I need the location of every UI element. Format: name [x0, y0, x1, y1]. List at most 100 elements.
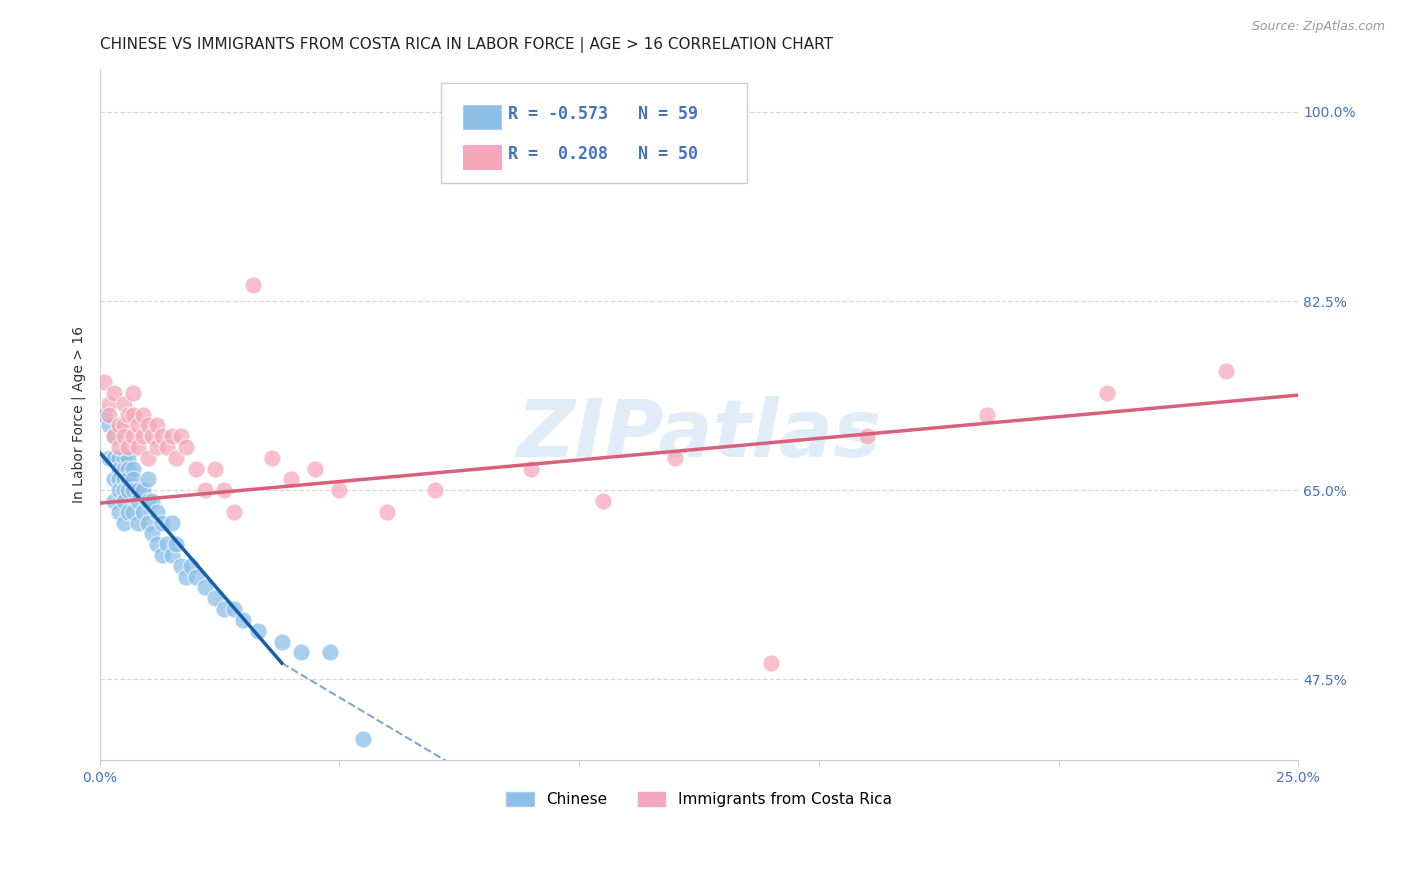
Point	[170, 429, 193, 443]
Point	[146, 537, 169, 551]
FancyBboxPatch shape	[441, 83, 747, 183]
Point	[112, 450, 135, 465]
Point	[117, 505, 139, 519]
Point	[122, 386, 145, 401]
Point	[280, 472, 302, 486]
Text: ZIPatlas: ZIPatlas	[516, 396, 882, 475]
Point	[375, 505, 398, 519]
Point	[108, 461, 131, 475]
Point	[328, 483, 350, 498]
Point	[117, 408, 139, 422]
Point	[132, 429, 155, 443]
Point	[160, 548, 183, 562]
Point	[108, 505, 131, 519]
Point	[98, 397, 121, 411]
Point	[160, 429, 183, 443]
Point	[98, 450, 121, 465]
Point	[146, 418, 169, 433]
Point	[136, 494, 159, 508]
Point	[127, 483, 149, 498]
Point	[141, 526, 163, 541]
Point	[136, 472, 159, 486]
Point	[270, 634, 292, 648]
Point	[150, 429, 173, 443]
Point	[194, 581, 217, 595]
Point	[246, 624, 269, 638]
Point	[184, 461, 207, 475]
Point	[103, 429, 125, 443]
Point	[184, 569, 207, 583]
Point	[170, 558, 193, 573]
Point	[520, 461, 543, 475]
Point	[180, 558, 202, 573]
Point	[98, 408, 121, 422]
Point	[122, 505, 145, 519]
Point	[103, 386, 125, 401]
Point	[98, 418, 121, 433]
Point	[112, 483, 135, 498]
Point	[160, 516, 183, 530]
Point	[122, 483, 145, 498]
Point	[1215, 364, 1237, 378]
Point	[141, 429, 163, 443]
Point	[174, 440, 197, 454]
Point	[136, 418, 159, 433]
Point	[204, 591, 226, 606]
Point	[112, 516, 135, 530]
Point	[112, 418, 135, 433]
Point	[976, 408, 998, 422]
Point	[117, 461, 139, 475]
Text: R =  0.208   N = 50: R = 0.208 N = 50	[509, 145, 699, 163]
Point	[262, 450, 284, 465]
Point	[759, 656, 782, 670]
Point	[103, 450, 125, 465]
Point	[108, 418, 131, 433]
Legend: Chinese, Immigrants from Costa Rica: Chinese, Immigrants from Costa Rica	[499, 784, 900, 815]
Point	[108, 483, 131, 498]
Point	[146, 505, 169, 519]
Point	[214, 483, 236, 498]
Point	[664, 450, 686, 465]
Point	[136, 516, 159, 530]
Point	[141, 494, 163, 508]
Point	[127, 494, 149, 508]
Point	[150, 516, 173, 530]
Point	[127, 516, 149, 530]
Point	[1095, 386, 1118, 401]
Point	[117, 472, 139, 486]
Point	[304, 461, 326, 475]
Point	[127, 418, 149, 433]
Point	[136, 450, 159, 465]
Point	[156, 440, 179, 454]
Point	[204, 461, 226, 475]
Point	[174, 569, 197, 583]
Point	[856, 429, 879, 443]
Point	[103, 472, 125, 486]
Point	[117, 440, 139, 454]
Point	[127, 440, 149, 454]
Text: CHINESE VS IMMIGRANTS FROM COSTA RICA IN LABOR FORCE | AGE > 16 CORRELATION CHAR: CHINESE VS IMMIGRANTS FROM COSTA RICA IN…	[100, 37, 832, 54]
Point	[112, 429, 135, 443]
Point	[93, 408, 115, 422]
Point	[425, 483, 447, 498]
Point	[132, 483, 155, 498]
Point	[122, 408, 145, 422]
Point	[108, 450, 131, 465]
Point	[132, 408, 155, 422]
Point	[108, 472, 131, 486]
Point	[117, 483, 139, 498]
Point	[242, 277, 264, 292]
Point	[194, 483, 217, 498]
Text: R = -0.573   N = 59: R = -0.573 N = 59	[509, 104, 699, 123]
Point	[150, 548, 173, 562]
Point	[165, 537, 187, 551]
FancyBboxPatch shape	[463, 145, 501, 169]
Point	[132, 505, 155, 519]
Point	[232, 613, 254, 627]
Point	[112, 494, 135, 508]
Point	[352, 731, 374, 746]
Point	[122, 429, 145, 443]
Point	[156, 537, 179, 551]
Y-axis label: In Labor Force | Age > 16: In Labor Force | Age > 16	[72, 326, 86, 503]
Point	[112, 461, 135, 475]
